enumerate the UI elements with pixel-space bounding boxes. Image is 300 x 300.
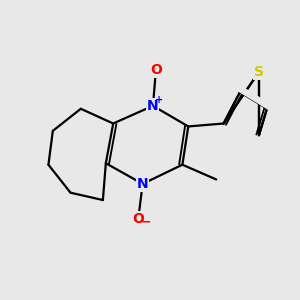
Text: O: O <box>132 212 144 226</box>
Text: N: N <box>147 99 159 113</box>
Text: −: − <box>140 216 151 229</box>
Text: S: S <box>254 65 264 79</box>
Text: O: O <box>150 64 162 77</box>
Text: N: N <box>137 177 148 191</box>
Text: +: + <box>155 95 164 105</box>
